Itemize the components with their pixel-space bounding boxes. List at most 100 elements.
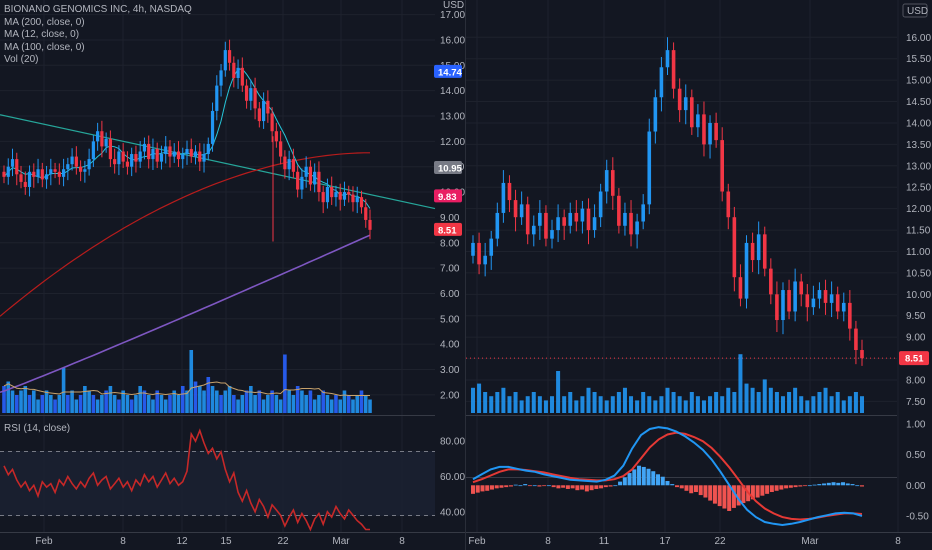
macd-histogram-bar <box>532 485 537 487</box>
left-candle-body <box>338 192 342 200</box>
left-volume-bar <box>155 390 160 413</box>
left-volume-bar <box>176 395 181 413</box>
right-candle-body <box>702 114 706 145</box>
macd-histogram-bar <box>527 485 532 487</box>
left-candle-body <box>2 171 6 177</box>
rsi-tick: 80.00 <box>440 437 465 448</box>
macd-histogram-bar <box>765 485 770 494</box>
left-volume-bar <box>100 395 104 413</box>
left-volume-bar <box>219 395 223 413</box>
left-volume-bar <box>206 377 211 413</box>
left-volume-bar <box>210 386 215 413</box>
right-candle-body <box>848 302 852 329</box>
right-candle-body <box>677 88 682 111</box>
left-candle-body <box>317 171 321 193</box>
left-candle-body <box>347 192 351 195</box>
left-candle-body <box>304 166 308 177</box>
macd-histogram-bar <box>518 485 523 487</box>
left-candle-body <box>134 154 138 162</box>
left-volume-bar <box>300 390 304 413</box>
left-candle-body <box>215 85 219 111</box>
right-candle-body <box>744 242 749 299</box>
left-candle-body <box>79 166 83 172</box>
left-candle-body <box>300 176 304 190</box>
left-volume-bar <box>31 390 36 413</box>
left-volume-bar <box>223 390 228 413</box>
right-candle-body <box>483 255 487 265</box>
right-volume-bar <box>677 396 682 413</box>
macd-histogram-bar <box>741 485 746 504</box>
macd-histogram-bar <box>807 485 812 487</box>
left-volume-bar <box>346 395 351 413</box>
left-price-badge <box>434 160 462 174</box>
macd-histogram-bar <box>546 485 551 487</box>
right-candle-body <box>738 277 743 299</box>
left-candles <box>2 39 372 242</box>
right-candle-body <box>671 50 676 89</box>
left-volume-bar <box>57 395 62 413</box>
left-volume-bar <box>2 386 6 413</box>
left-volume-bar <box>227 386 232 413</box>
left-candle-body <box>330 186 334 198</box>
right-candles <box>471 37 864 366</box>
left-volume-bar <box>44 390 49 413</box>
left-price-tick: 16.00 <box>440 35 465 46</box>
right-price-tick: 14.00 <box>906 118 931 129</box>
left-volume-bar <box>202 390 206 413</box>
right-candle-body <box>538 212 542 226</box>
right-volume-bar <box>793 387 798 413</box>
right-volume-bar <box>805 400 810 413</box>
left-volume-bar <box>27 395 32 413</box>
left-candle-body <box>147 143 151 160</box>
macd-histogram-bar <box>841 482 846 486</box>
macd-line <box>472 426 863 527</box>
left-volume-bar <box>172 390 177 413</box>
right-candle-body <box>787 290 791 312</box>
right-volume-bar <box>689 392 694 413</box>
right-volume-bar <box>489 396 494 413</box>
left-candle-body <box>53 169 57 172</box>
left-volume-bar <box>146 395 151 413</box>
right-volume-bar <box>616 392 621 413</box>
right-candle-body <box>781 290 785 321</box>
right-time-tick: 8 <box>895 536 901 547</box>
right-price-badge-text: 8.51 <box>905 354 924 365</box>
macd-histogram-bar <box>523 484 528 486</box>
right-candle-body <box>623 212 627 226</box>
macd-histogram-bar <box>822 483 827 486</box>
right-price-tick: 12.50 <box>906 183 931 194</box>
left-candle-body <box>351 194 355 203</box>
right-volume-bar <box>622 387 627 413</box>
left-volume-bar <box>351 399 355 413</box>
left-price-tick: 3.00 <box>440 365 460 376</box>
macd-histogram-bar <box>656 474 661 486</box>
right-price-tick: 10.00 <box>906 290 931 301</box>
right-volume-bar <box>519 400 524 413</box>
left-price-tick: 4.00 <box>440 340 460 351</box>
right-candle-body <box>793 281 797 312</box>
macd-histogram-bar <box>660 476 665 486</box>
right-volume-bar <box>550 396 555 413</box>
left-candle-body <box>113 159 117 165</box>
right-currency-label: USD <box>907 6 928 17</box>
right-volume-bar <box>817 392 822 413</box>
left-volume-bar <box>104 390 108 413</box>
left-candle-body <box>244 85 249 101</box>
macd-tick: -0.50 <box>906 511 929 522</box>
macd-histogram-bar <box>584 485 589 492</box>
left-volume-bar <box>193 381 198 413</box>
right-volume-bar <box>598 396 603 413</box>
right-price-badge <box>899 351 929 366</box>
left-candle-body <box>108 138 112 160</box>
left-price-badge-text: 10.95 <box>438 163 462 174</box>
right-candle-body <box>556 217 560 231</box>
right-candle-body <box>562 217 566 226</box>
macd-histogram-bar <box>613 485 618 487</box>
left-time-tick: 8 <box>399 536 405 547</box>
right-volume-bar <box>780 396 785 413</box>
right-candle-body <box>519 204 524 218</box>
left-volume-bar <box>232 395 236 413</box>
left-volume-bar <box>249 386 253 413</box>
macd-histogram-bar <box>698 485 703 496</box>
